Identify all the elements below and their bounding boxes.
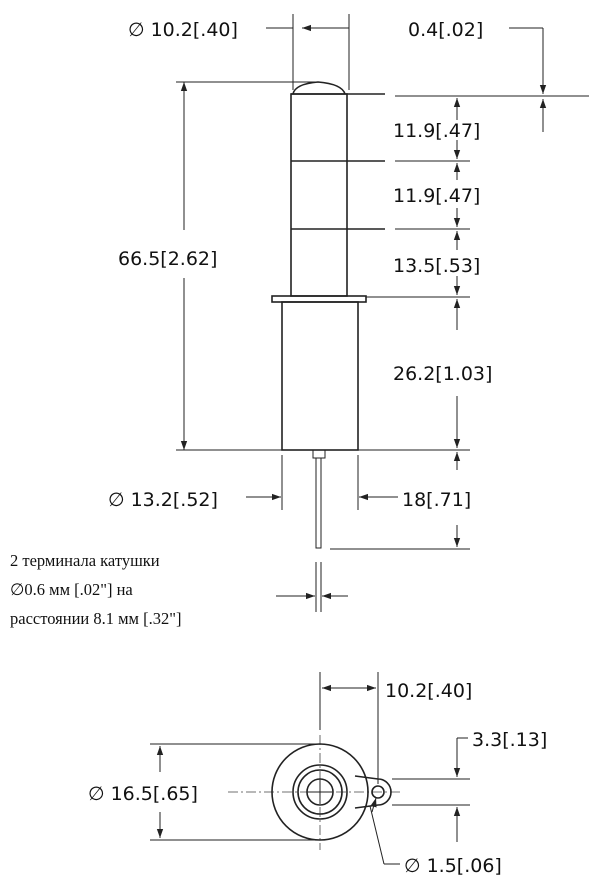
overall-length-label: 66.5[2.62] <box>118 248 217 270</box>
note-line-3: расстоянии 8.1 мм [.32"] <box>10 609 181 628</box>
dim-tab-offset: 10.2[.40] <box>319 672 472 784</box>
dim-terminal-spacing <box>276 562 348 612</box>
dim-segments: 11.9[.47] 11.9[.47] 13.5[.53] 26.2[1.03] <box>330 98 492 550</box>
pin-collar <box>312 449 326 459</box>
top-diameter-label: ∅ 10.2[.40] <box>128 19 238 41</box>
dim-wire-thickness: 0.4[.02] <box>395 19 589 132</box>
flange-circle <box>271 743 369 841</box>
dim-tab-width: 3.3[.13] <box>392 729 547 842</box>
side-view <box>271 81 385 549</box>
tab-hole <box>371 785 385 799</box>
tab-offset-label: 10.2[.40] <box>385 680 472 702</box>
segment-4-label: 26.2[1.03] <box>393 363 492 385</box>
wire-thickness-label: 0.4[.02] <box>408 19 483 41</box>
segment-2-label: 11.9[.47] <box>393 185 480 207</box>
upper-cylinder <box>290 93 348 297</box>
bottom-view <box>228 735 400 850</box>
note-line-2: ∅0.6 мм [.02"] на <box>10 580 133 599</box>
segment-1-label: 11.9[.47] <box>393 120 480 142</box>
dim-top-diameter: ∅ 10.2[.40] <box>128 14 350 90</box>
body-inner-ring <box>297 769 343 815</box>
flange-diameter-label: ∅ 16.5[.65] <box>88 783 198 805</box>
pin-length-label: 18[.71] <box>402 489 471 511</box>
pin-circle <box>306 778 334 806</box>
dim-flange-diameter: ∅ 16.5[.65] <box>88 743 318 841</box>
note-line-1: 2 терминала катушки <box>10 551 160 570</box>
body-diameter-label: ∅ 13.2[.52] <box>108 489 218 511</box>
lamp-dome <box>292 81 346 95</box>
hole-diameter-label: ∅ 1.5[.06] <box>404 855 502 877</box>
flange <box>271 295 367 303</box>
segment-3-label: 13.5[.53] <box>393 255 480 277</box>
lower-body <box>281 301 359 451</box>
tab-width-label: 3.3[.13] <box>472 729 547 751</box>
terminal-pin <box>315 457 322 549</box>
dim-overall-length: 66.5[2.62] <box>118 81 318 451</box>
dim-body-and-pin: ∅ 13.2[.52] 18[.71] <box>108 455 471 511</box>
terminal-tab <box>354 775 392 809</box>
terminal-note: 2 терминала катушки ∅0.6 мм [.02"] на ра… <box>10 551 181 628</box>
body-ring <box>292 764 348 820</box>
dim-hole-diameter: ∅ 1.5[.06] <box>369 797 502 877</box>
